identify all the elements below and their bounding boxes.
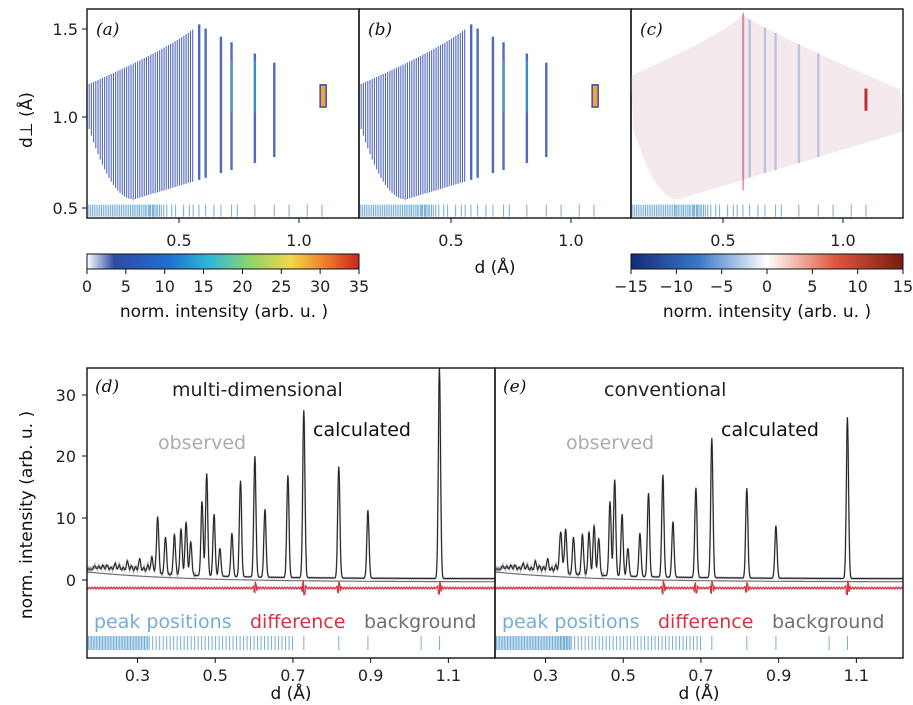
panel-b: (b) bbox=[358, 8, 632, 219]
top-y-axis: 1.5 1.0 0.5 d⊥ (Å) bbox=[15, 20, 87, 218]
colorbar-tick-label: 0 bbox=[762, 277, 772, 296]
colorbar-right-label: norm. intensity (arb. u. ) bbox=[663, 302, 871, 322]
colorbar-tick-label: 25 bbox=[271, 277, 291, 296]
difference-line bbox=[86, 580, 496, 596]
colorbar-tick-label: 0 bbox=[82, 277, 92, 296]
colorbar-left: 0 5 10 15 20 25 30 35 norm. intensity (arb. u. … bbox=[82, 253, 369, 322]
calculated-label: calculated bbox=[721, 419, 819, 441]
observed-label: observed bbox=[158, 432, 246, 454]
colorbar-left-label: norm. intensity (arb. u. ) bbox=[120, 302, 328, 322]
colorbar-tick-label: 30 bbox=[310, 277, 330, 296]
x-tick-label: 0.9 bbox=[358, 666, 383, 685]
reflection-hotspot bbox=[591, 84, 599, 108]
panel-c: (c) bbox=[630, 8, 904, 219]
colorbar-tick-label: 10 bbox=[155, 277, 175, 296]
x-axis-title: d (Å) bbox=[270, 682, 311, 704]
panel-b-frame bbox=[358, 8, 632, 219]
x-tick-label: 0.7 bbox=[280, 666, 305, 685]
colorbar-tick-label: 20 bbox=[232, 277, 252, 296]
x-tick-label: 1.1 bbox=[844, 666, 869, 685]
panel-d: (d) multi-dimensional observed calculate… bbox=[86, 367, 496, 659]
x-tick-label: 1.1 bbox=[436, 666, 461, 685]
colorbar-tick-label: 10 bbox=[847, 277, 867, 296]
reflection-hotspot bbox=[319, 84, 327, 108]
calculated-line bbox=[86, 367, 495, 580]
background-label: background bbox=[364, 611, 476, 633]
panel-b-label: (b) bbox=[368, 20, 392, 40]
x-tick-label: 0.9 bbox=[766, 666, 791, 685]
background-line bbox=[86, 571, 495, 583]
top-x-axis: 0.5 1.0 0.5 1.0 0.5 1.0 d (Å) bbox=[166, 218, 856, 278]
y-tick-label: 0.5 bbox=[53, 199, 78, 218]
panel-c-marks bbox=[630, 12, 903, 217]
calculated-label: calculated bbox=[313, 419, 411, 441]
y-tick-label: 20 bbox=[56, 447, 76, 466]
bottom-y-axis: 0 10 20 30 norm. intensity (arb. u. ) bbox=[17, 386, 87, 619]
colorbar-right: −15 −10 −5 0 5 10 15 norm. intensity (arb. u. … bbox=[614, 253, 913, 322]
bottom-x-axis: 0.3 0.5 0.7 0.9 1.1 0.3 0.5 0.7 0.9 1.1 d (Å) d … bbox=[125, 658, 869, 704]
panel-e-title: conventional bbox=[604, 379, 726, 401]
panel-e-frame bbox=[494, 367, 904, 659]
x-tick-label: 0.5 bbox=[203, 666, 228, 685]
background-line bbox=[494, 571, 903, 583]
x-tick-label: 1.0 bbox=[558, 231, 583, 250]
x-axis-title: d (Å) bbox=[474, 256, 515, 278]
difference-line bbox=[494, 580, 904, 596]
y-axis-title: norm. intensity (arb. u. ) bbox=[17, 411, 37, 619]
x-tick-label: 0.7 bbox=[688, 666, 713, 685]
peak-positions-label: peak positions bbox=[94, 611, 232, 633]
panel-a-frame bbox=[86, 8, 360, 219]
panel-c-label: (c) bbox=[640, 20, 663, 40]
y-tick-label: 30 bbox=[56, 386, 76, 405]
panel-b-marks bbox=[358, 24, 599, 217]
x-tick-label: 0.5 bbox=[611, 666, 636, 685]
colorbar-tick-label: 15 bbox=[193, 277, 213, 296]
x-axis-title: d (Å) bbox=[678, 682, 719, 704]
observed-label: observed bbox=[566, 432, 654, 454]
x-tick-label: 1.0 bbox=[286, 231, 311, 250]
colorbar-tick-label: 5 bbox=[807, 277, 817, 296]
observed-line bbox=[494, 417, 904, 581]
panel-c-frame bbox=[630, 8, 904, 219]
colorbar-tick-label: −15 bbox=[614, 277, 648, 296]
x-tick-label: 0.5 bbox=[166, 231, 191, 250]
x-tick-label: 1.0 bbox=[830, 231, 855, 250]
y-tick-label: 1.0 bbox=[53, 108, 78, 127]
background-label: background bbox=[772, 611, 884, 633]
panel-a-marks bbox=[86, 24, 327, 217]
peak-positions-label: peak positions bbox=[502, 611, 640, 633]
x-tick-label: 0.5 bbox=[710, 231, 735, 250]
heatmap-region bbox=[631, 14, 903, 200]
panel-e: (e) conventional observed calculated pea… bbox=[494, 367, 904, 659]
colorbar-tick-label: 5 bbox=[121, 277, 131, 296]
panel-e-label: (e) bbox=[503, 377, 526, 397]
colorbar-tick-label: −10 bbox=[659, 277, 693, 296]
panel-d-title: multi-dimensional bbox=[172, 379, 343, 401]
colorbar-tick-label: 35 bbox=[349, 277, 369, 296]
panel-a: (a) bbox=[86, 8, 360, 219]
y-axis-title: d⊥ (Å) bbox=[15, 92, 37, 148]
x-tick-label: 0.3 bbox=[533, 666, 558, 685]
panel-a-label: (a) bbox=[96, 20, 119, 40]
colorbar-left-gradient bbox=[86, 253, 360, 270]
panel-e-marks bbox=[494, 417, 904, 650]
difference-label: difference bbox=[250, 611, 345, 633]
x-tick-label: 0.5 bbox=[438, 231, 463, 250]
calculated-line bbox=[494, 417, 903, 580]
x-tick-label: 0.3 bbox=[125, 666, 150, 685]
y-tick-label: 10 bbox=[56, 509, 76, 528]
panel-d-marks bbox=[86, 367, 496, 650]
y-tick-label: 1.5 bbox=[53, 20, 78, 39]
y-tick-label: 0 bbox=[66, 571, 76, 590]
panel-d-label: (d) bbox=[95, 377, 119, 397]
colorbar-tick-label: −5 bbox=[710, 277, 734, 296]
colorbar-right-gradient bbox=[630, 253, 904, 270]
colorbar-tick-label: 15 bbox=[893, 277, 913, 296]
difference-label: difference bbox=[658, 611, 753, 633]
